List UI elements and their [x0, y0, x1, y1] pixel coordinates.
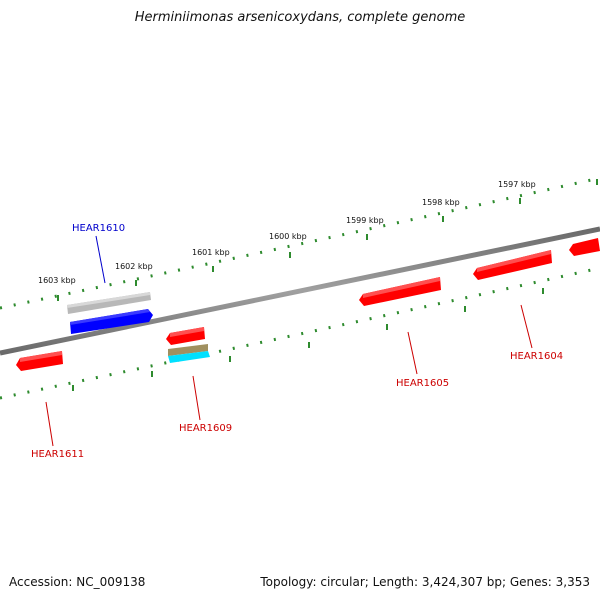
gene-label-hear1611: HEAR1611: [31, 449, 84, 460]
leader-line-hear1604: [520, 304, 533, 349]
leader-line-hear1611: [45, 401, 54, 447]
leader-line-hear1610: [95, 235, 106, 284]
gene-label-hear1605: HEAR1605: [396, 378, 449, 389]
outer-tick-track: [0, 176, 600, 310]
gene-hear1610[interactable]: [70, 309, 153, 334]
genome-backbone: [0, 226, 600, 356]
gene-cyan-feature[interactable]: [168, 351, 210, 363]
gene-label-hear1609: HEAR1609: [179, 423, 232, 434]
tick-label: 1599 kbp: [346, 216, 384, 225]
gene-gray-feature[interactable]: [67, 292, 151, 314]
accession-text: Accession: NC_009138: [9, 575, 146, 589]
gene-hear1604[interactable]: [473, 250, 552, 280]
topology-text: Topology: circular; Length: 3,424,307 bp…: [260, 575, 590, 589]
inner-tick-track: [0, 266, 600, 400]
major-ticks-inner: [72, 288, 544, 391]
gene-label-hear1604: HEAR1604: [510, 351, 563, 362]
gene-partial-right[interactable]: [569, 238, 600, 256]
leader-line-hear1605: [407, 331, 418, 375]
gene-label-hear1610: HEAR1610: [72, 223, 125, 234]
gene-hear1611[interactable]: [16, 351, 63, 371]
tick-label: 1602 kbp: [115, 262, 153, 271]
tick-label: 1601 kbp: [192, 248, 230, 257]
tick-label: 1600 kbp: [269, 232, 307, 241]
tick-label: 1597 kbp: [498, 180, 536, 189]
tick-label: 1603 kbp: [38, 276, 76, 285]
tick-label: 1598 kbp: [422, 198, 460, 207]
leader-line-hear1609: [192, 375, 201, 421]
major-ticks-outer: [57, 179, 598, 301]
map-title: Herminiimonas arsenicoxydans, complete g…: [134, 10, 466, 25]
gene-hear1609[interactable]: [166, 327, 205, 345]
gene-hear1605[interactable]: [359, 277, 441, 306]
gene-olive-feature[interactable]: [168, 344, 208, 356]
